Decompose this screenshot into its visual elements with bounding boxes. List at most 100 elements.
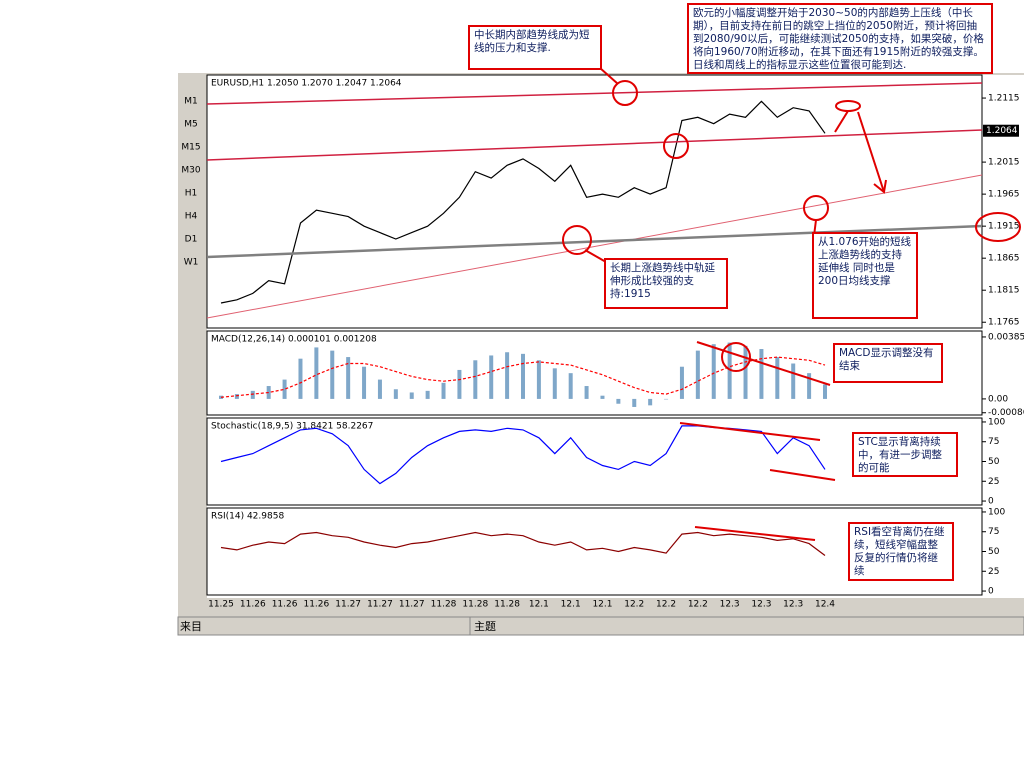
divergence-line: [694, 526, 816, 541]
y-tick-label: 1.1765: [988, 318, 1020, 328]
arrow: [857, 111, 885, 193]
y-tick-label: 100: [988, 417, 1005, 427]
histogram-bar: [457, 369, 462, 399]
tab[interactable]: 来目: [180, 620, 202, 633]
y-tick-label: 100: [988, 507, 1005, 517]
x-tick-label: 11.25: [208, 600, 234, 610]
annotation: 长期上涨趋势线中轨延伸形成比较强的支持:1915: [604, 258, 728, 309]
x-tick-label: 12.3: [751, 600, 771, 610]
timeframe-button[interactable]: M5: [184, 120, 198, 130]
histogram-bar: [330, 350, 335, 399]
y-tick-label: 0.00385: [988, 332, 1024, 342]
series-line: [220, 100, 826, 304]
histogram-bar: [791, 363, 796, 399]
pane-header: EURUSD,H1 1.2050 1.2070 1.2047 1.2064: [211, 79, 402, 89]
x-tick-label: 12.2: [688, 600, 708, 610]
histogram-bar: [536, 360, 541, 399]
histogram-bar: [362, 366, 367, 399]
divergence-line: [679, 422, 821, 441]
y-tick-label: 25: [988, 567, 999, 577]
x-tick-label: 11.26: [240, 600, 266, 610]
timeframe-button[interactable]: D1: [185, 235, 198, 245]
histogram-bar: [711, 344, 716, 399]
annotation: 从1.076开始的短线上涨趋势线的支持延伸线 同时也是200日均线支撑: [812, 232, 918, 319]
histogram-bar: [759, 349, 764, 399]
y-tick-label: 75: [988, 437, 999, 447]
histogram-bar: [250, 390, 255, 399]
y-tick-label: 1.1815: [988, 286, 1020, 296]
histogram-bar: [600, 395, 605, 399]
histogram-bar: [584, 386, 589, 399]
histogram-bar: [727, 342, 732, 399]
x-tick-label: 12.4: [815, 600, 835, 610]
chart-area: [207, 75, 1024, 598]
histogram-bar: [807, 373, 812, 399]
timeframe-button[interactable]: W1: [184, 258, 199, 268]
y-tick-label: 50: [988, 547, 1000, 557]
y-tick-label: 0.00: [988, 394, 1008, 404]
x-tick-label: 11.28: [494, 600, 520, 610]
divergence-line: [769, 469, 836, 481]
timeframe-button[interactable]: M1: [184, 97, 198, 107]
annotation: MACD显示调整没有结束: [833, 343, 943, 383]
x-tick-label: 11.27: [367, 600, 393, 610]
pointer: [584, 249, 607, 263]
histogram-bar: [298, 358, 303, 399]
histogram-bar: [632, 398, 637, 407]
histogram-bar: [695, 350, 700, 399]
y-tick-label: 1.1865: [988, 254, 1020, 264]
circle: [562, 225, 592, 255]
plot: EURUSD,H1 1.2050 1.2070 1.2047 1.2064 1.2…: [206, 74, 1024, 610]
circle: [663, 133, 689, 159]
x-tick-label: 11.27: [399, 600, 425, 610]
y-tick-label: 50: [988, 457, 1000, 467]
x-tick-label: 12.1: [561, 600, 581, 610]
histogram-bar: [679, 366, 684, 399]
pane-header: MACD(12,26,14) 0.000101 0.001208: [211, 335, 377, 345]
histogram-bar: [314, 347, 319, 399]
y-tick-label: 1.2015: [988, 158, 1020, 168]
tab[interactable]: 主题: [474, 620, 496, 633]
annotation: RSI看空背离仍在继续，短线窄幅盘整反复的行情仍将继续: [848, 522, 954, 581]
drawings: [206, 67, 1021, 541]
timeframe-button[interactable]: M15: [181, 143, 200, 153]
histogram-bar: [489, 355, 494, 399]
y-tick-label: 1.2115: [988, 94, 1020, 104]
histogram-bar: [505, 352, 510, 399]
timeframe-button[interactable]: H4: [185, 212, 198, 222]
y-tick-label: 1.1965: [988, 190, 1020, 200]
annotation: 中长期内部趋势线成为短线的压力和支撑.: [468, 25, 602, 70]
x-tick-label: 11.28: [462, 600, 488, 610]
current-price-label: 1.2064: [986, 126, 1018, 136]
trend-line: [206, 224, 983, 259]
trend-line: [206, 82, 983, 105]
circle: [975, 212, 1021, 242]
tab-bar: [177, 616, 1024, 636]
histogram-bar: [441, 382, 446, 399]
timeframe-button[interactable]: H1: [185, 189, 198, 199]
pointer: [834, 110, 849, 133]
pane-header: RSI(14) 42.9858: [211, 512, 284, 522]
x-tick-label: 11.27: [335, 600, 361, 610]
histogram-bar: [568, 373, 573, 399]
histogram-bar: [743, 345, 748, 399]
x-tick-label: 11.28: [431, 600, 457, 610]
timeframe-button[interactable]: M30: [181, 166, 200, 176]
trend-line: [206, 174, 983, 319]
x-tick-label: 12.3: [720, 600, 740, 610]
pointer: [599, 67, 619, 85]
pane: [206, 330, 983, 416]
histogram-bar: [616, 398, 621, 404]
histogram-bar: [393, 389, 398, 399]
x-tick-label: 11.26: [303, 600, 329, 610]
y-tick-label: 25: [988, 477, 999, 487]
x-tick-label: 12.3: [783, 600, 803, 610]
toolbar: M1 M5 M15 M30 H1 H4 D1 W1: [181, 97, 200, 268]
series-line: [220, 356, 826, 398]
pane-header: Stochastic(18,9,5) 31.8421 58.2267: [211, 422, 373, 432]
y-tick-label: 75: [988, 527, 999, 537]
y-tick-label: -0.00086: [988, 408, 1024, 418]
histogram-bar: [346, 357, 351, 399]
pane: [206, 74, 983, 329]
histogram-bar: [648, 398, 653, 406]
